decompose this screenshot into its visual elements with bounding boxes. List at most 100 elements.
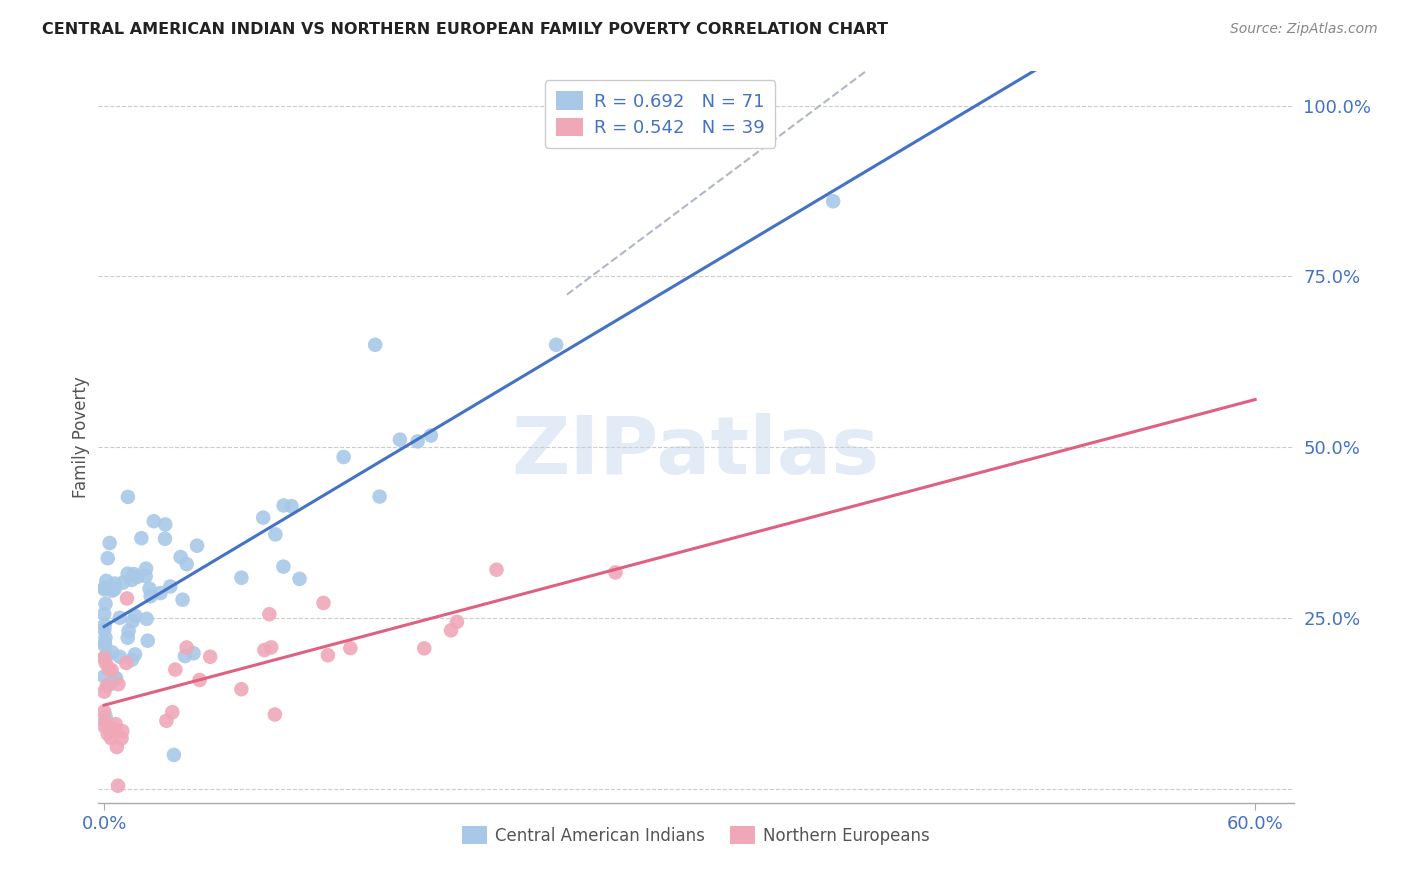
Point [100,663,122,677]
Point [121,615,143,629]
Point [117,566,139,581]
Point [96,679,118,693]
Point [110,731,132,746]
Point [162,705,184,719]
Point [172,592,194,607]
Point [259,607,281,622]
Point [96,648,118,663]
Point [163,747,186,762]
Point [93,582,115,597]
Point [107,779,129,793]
Point [231,682,253,697]
Point [174,649,197,664]
Point [186,539,208,553]
Point [138,582,160,596]
Point [108,611,131,625]
Point [139,589,162,603]
Point [406,434,429,449]
Point [105,671,128,685]
Point [253,643,276,657]
Point [188,673,211,687]
Point [121,573,143,587]
Point [104,576,127,591]
Point [135,562,157,576]
Point [136,633,159,648]
Point [153,532,176,546]
Point [149,586,172,600]
Point [93,705,115,719]
Point [135,612,157,626]
Point [264,527,287,541]
Point [98,536,121,550]
Point [446,615,468,629]
Point [124,608,146,623]
Point [96,574,118,588]
Point [273,559,295,574]
Point [94,714,117,728]
Point [316,648,339,663]
Text: CENTRAL AMERICAN INDIAN VS NORTHERN EUROPEAN FAMILY POVERTY CORRELATION CHART: CENTRAL AMERICAN INDIAN VS NORTHERN EURO… [42,22,889,37]
Point [823,194,845,209]
Point [108,649,131,664]
Point [93,607,115,621]
Point [94,657,117,671]
Point [104,717,127,731]
Point [176,557,198,571]
Point [485,563,508,577]
Point [339,641,361,656]
Point [280,499,302,513]
Point [94,710,117,724]
Point [273,499,295,513]
Point [98,677,121,691]
Point [183,646,205,660]
Point [107,677,129,691]
Text: ZIPatlas: ZIPatlas [512,413,880,491]
Point [115,591,138,606]
Point [413,641,436,656]
Point [104,582,127,596]
Point [131,531,153,545]
Point [93,581,115,595]
Point [93,618,115,632]
Point [97,662,120,676]
Point [97,551,120,566]
Point [159,579,181,593]
Point [124,648,146,662]
Point [101,583,124,598]
Point [368,490,391,504]
Point [112,575,135,590]
Legend: Central American Indians, Northern Europeans: Central American Indians, Northern Europ… [454,818,938,853]
Point [142,514,165,528]
Point [104,671,127,685]
Point [332,450,354,464]
Point [94,597,117,611]
Point [93,684,115,698]
Point [122,567,145,582]
Point [121,653,143,667]
Point [200,649,222,664]
Point [111,724,134,739]
Point [263,707,285,722]
Point [135,569,157,583]
Point [115,656,138,670]
Point [546,338,568,352]
Y-axis label: Family Poverty: Family Poverty [72,376,90,498]
Point [440,624,463,638]
Point [252,510,274,524]
Point [93,651,115,665]
Point [170,549,193,564]
Point [94,639,117,653]
Point [97,727,120,741]
Point [117,624,139,638]
Point [93,650,115,665]
Point [288,572,311,586]
Point [364,338,387,352]
Point [125,570,148,584]
Point [117,631,139,645]
Point [388,433,411,447]
Point [260,640,283,655]
Point [105,739,128,754]
Point [312,596,335,610]
Point [155,517,177,532]
Point [93,623,115,637]
